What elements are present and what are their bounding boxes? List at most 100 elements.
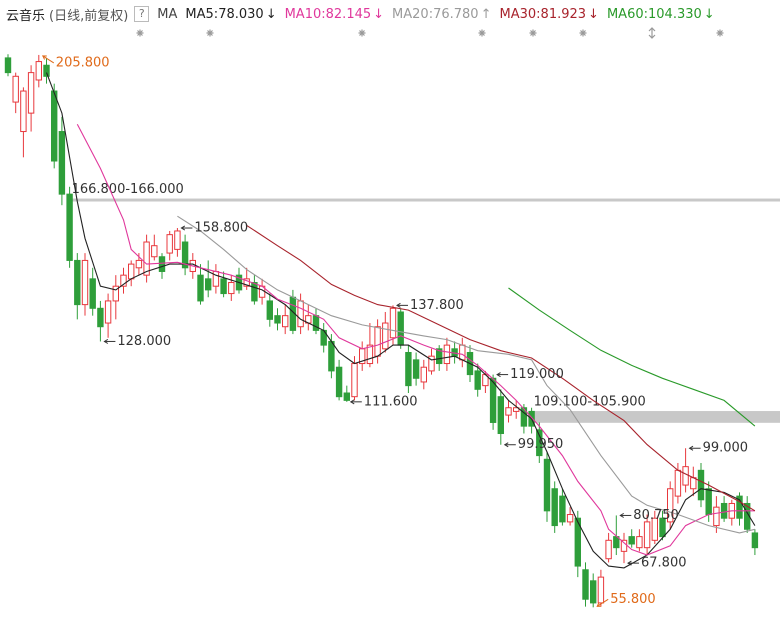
legend-value: 78.030 (218, 6, 264, 22)
candle-body (343, 392, 351, 401)
event-marker[interactable] (135, 28, 145, 38)
candle-body (120, 274, 127, 287)
candle-body (459, 344, 466, 361)
legend-separator: : (213, 6, 219, 22)
candle-body (566, 514, 574, 523)
candle-body (412, 359, 420, 379)
annotation-label: 80.750 (633, 508, 679, 523)
candle-body (197, 274, 204, 302)
candle-body (636, 536, 643, 549)
legend-trend: ↓ (373, 6, 385, 22)
candle-body (436, 348, 443, 365)
annotation-arrowhead (503, 442, 509, 448)
annotation-label: 205.800 (56, 55, 110, 70)
candle-body (397, 311, 404, 346)
annotation-arrowhead (396, 302, 401, 308)
candle-body (720, 502, 728, 519)
candle-body (674, 469, 682, 497)
candle-body (143, 241, 150, 276)
candle-body (443, 344, 451, 365)
candle-body (251, 282, 258, 302)
annotation-label: 119.000 (510, 367, 564, 382)
candle-body (713, 506, 720, 527)
chart-header: 云音乐 (日线,前复权) ? MA MA5:78.030 ↓ MA10:82.145… (6, 4, 715, 24)
candle-body (659, 517, 666, 538)
candle-body (374, 326, 381, 357)
candle-body (81, 259, 89, 306)
candle-body (335, 366, 343, 398)
candle-body (135, 259, 143, 269)
annotation-label: 158.800 (194, 221, 248, 236)
candle-body (74, 259, 81, 306)
event-markers (135, 27, 725, 39)
indicator[interactable]: MA (157, 6, 178, 22)
candle-body (351, 363, 358, 398)
annotation-arrowhead (627, 560, 632, 566)
candle-body (643, 521, 651, 549)
candle-body (582, 569, 589, 600)
candle-body (605, 539, 612, 560)
annotation-label: 99.000 (703, 441, 749, 456)
candle-body (389, 307, 397, 339)
candle-body (551, 488, 558, 527)
event-marker[interactable] (357, 28, 367, 38)
candle-body (628, 536, 635, 545)
legend-name: MA20 (392, 6, 429, 22)
candle-body (513, 407, 520, 412)
candle-body (174, 230, 181, 250)
candle-body (181, 241, 189, 269)
range-label: 166.800-166.000 (72, 182, 184, 197)
annotation-label: 111.600 (364, 394, 418, 409)
candle-body (366, 344, 374, 365)
annotation-label: 99.950 (518, 437, 564, 452)
candle-body (166, 234, 173, 254)
annotation-arrowhead (688, 445, 694, 451)
candle-body (667, 488, 674, 523)
candle-body (497, 396, 505, 435)
candle-body (228, 282, 235, 295)
candle-body (751, 532, 759, 549)
range-label: 109.100-105.900 (534, 395, 646, 410)
candle-body (43, 64, 50, 77)
legend-name: MA30 (499, 6, 537, 22)
event-marker[interactable] (715, 28, 725, 38)
candle-body (620, 539, 628, 552)
legend-trend: ↓ (265, 6, 277, 22)
event-marker[interactable] (578, 28, 588, 38)
event-marker[interactable] (648, 27, 656, 39)
annotation-arrow (42, 55, 55, 64)
candle-body (151, 245, 158, 258)
ma-line (246, 224, 756, 512)
candle-body (428, 355, 435, 372)
legend-value: 104.330 (648, 6, 702, 22)
event-marker[interactable] (477, 28, 487, 38)
legend-separator: : (536, 6, 541, 22)
candle-body (736, 495, 743, 519)
candle-body (536, 429, 543, 457)
legend-separator: : (643, 6, 648, 22)
candle-body (520, 407, 528, 427)
annotation-arrowhead (596, 602, 602, 607)
legend-name: MA10 (284, 6, 322, 22)
range-band (71, 198, 780, 202)
candle-body (651, 517, 658, 541)
candle-body (112, 285, 119, 302)
ma-line (177, 215, 756, 534)
candle-body (420, 366, 428, 383)
candle-body (220, 278, 227, 295)
range-band (533, 411, 780, 423)
period: (日线,前复权) (49, 8, 129, 24)
annotation-label: 128.000 (117, 334, 171, 349)
candle-body (35, 61, 42, 81)
event-marker[interactable] (205, 28, 215, 38)
candle-body (297, 300, 304, 328)
ma-line (76, 123, 755, 556)
help-icon[interactable]: ? (134, 6, 150, 22)
legend-trend: ↓ (588, 6, 599, 22)
candle-body (4, 57, 12, 74)
candle-body (543, 458, 551, 512)
candle-body (590, 580, 597, 604)
event-marker[interactable] (528, 28, 538, 38)
candle-body (405, 351, 412, 387)
candle-body (705, 488, 712, 516)
